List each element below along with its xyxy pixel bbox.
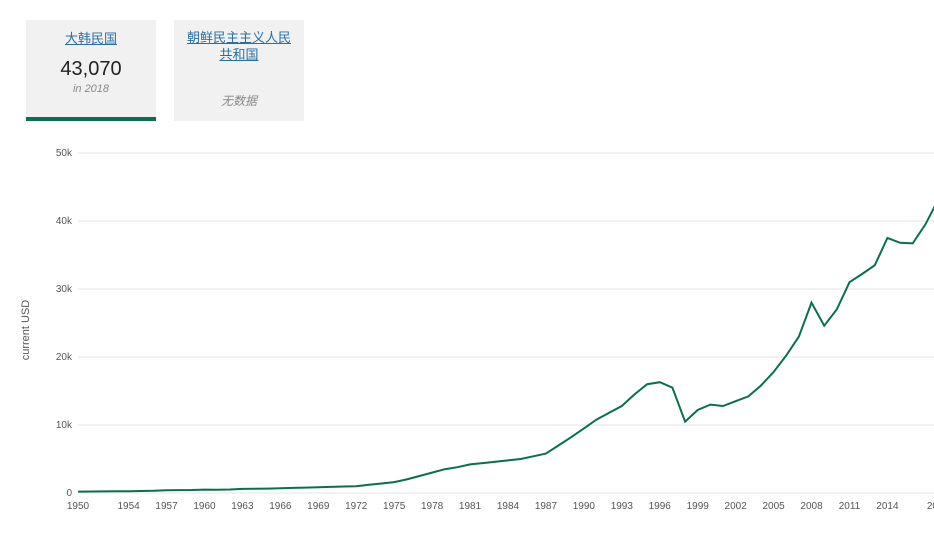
country-cards: 大韩民国 43,070 in 2018 朝鲜民主主义人民共和国 无数据	[20, 20, 914, 121]
card-south-korea[interactable]: 大韩民国 43,070 in 2018	[26, 20, 156, 121]
x-tick-label: 1975	[383, 501, 406, 512]
y-tick-label: 10k	[56, 420, 73, 431]
card-north-korea[interactable]: 朝鲜民主主义人民共和国 无数据	[174, 20, 304, 121]
y-tick-label: 0	[66, 488, 72, 499]
x-tick-label: 2014	[876, 501, 899, 512]
card-value: 43,070	[34, 58, 148, 81]
x-tick-label: 2002	[725, 501, 748, 512]
series-line	[78, 200, 934, 492]
y-tick-label: 30k	[56, 284, 73, 295]
chart-container: current USD 010k20k30k40k50k195019541957…	[32, 145, 914, 515]
x-tick-label: 2005	[762, 501, 785, 512]
x-tick-label: 1950	[67, 501, 90, 512]
x-tick-label: 1963	[231, 501, 254, 512]
card-year: in 2018	[34, 83, 148, 95]
x-tick-label: 1960	[193, 501, 216, 512]
country-link[interactable]: 朝鲜民主主义人民共和国	[182, 30, 296, 64]
x-tick-label: 2008	[800, 501, 823, 512]
y-tick-label: 40k	[56, 216, 73, 227]
x-tick-label: 1957	[155, 501, 178, 512]
x-tick-label: 1996	[649, 501, 672, 512]
x-tick-label: 1993	[611, 501, 634, 512]
x-tick-label: 1966	[269, 501, 292, 512]
x-tick-label: 1969	[307, 501, 330, 512]
x-tick-label: 1999	[687, 501, 710, 512]
line-chart: 0 10k 20k 30k 40k 50k 1950 1954 1957 1960 1963 1966…	[32, 145, 934, 515]
x-tick-label: 1954	[117, 501, 140, 512]
x-tick-label: 2018	[927, 501, 934, 512]
no-data-label: 无数据	[182, 92, 296, 109]
x-tick-label: 2011	[839, 501, 861, 512]
y-tick-label: 50k	[56, 148, 73, 159]
x-tick-label: 1987	[535, 501, 558, 512]
x-tick-label: 1978	[421, 501, 444, 512]
y-tick-label: 20k	[56, 352, 73, 363]
x-tick-label: 1990	[573, 501, 596, 512]
country-link[interactable]: 大韩民国	[65, 31, 117, 48]
x-tick-label: 1984	[497, 501, 520, 512]
y-axis-label: current USD	[20, 300, 32, 361]
x-tick-label: 1972	[345, 501, 368, 512]
x-tick-label: 1981	[459, 501, 482, 512]
